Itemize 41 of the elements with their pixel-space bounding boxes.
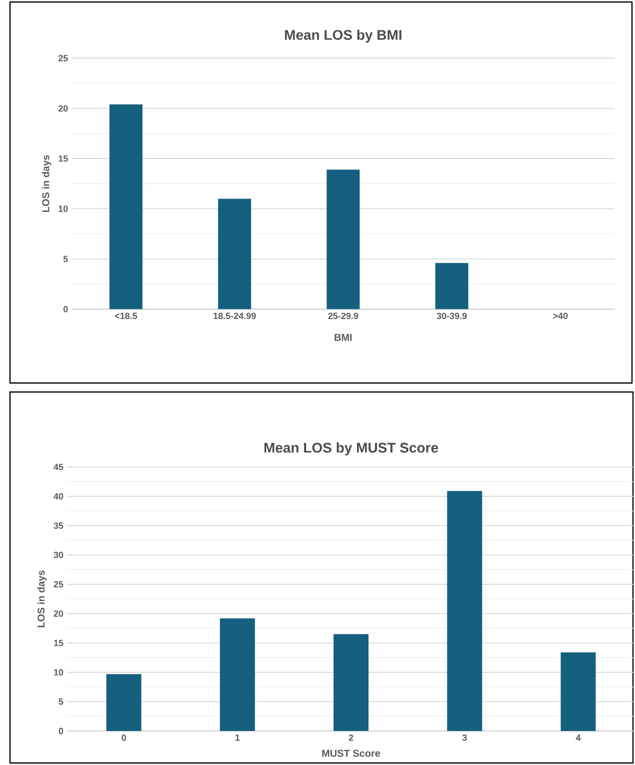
x-tick-label: >40 bbox=[552, 312, 568, 320]
y-tick-label: 15 bbox=[58, 155, 68, 162]
y-tick-label: 20 bbox=[54, 610, 63, 617]
y-tick-label: 15 bbox=[54, 640, 64, 646]
y-axis-title: LOS in days bbox=[37, 570, 46, 628]
y-tick-label: 20 bbox=[58, 105, 68, 112]
y-axis-title: LOS in days bbox=[42, 155, 52, 212]
bar bbox=[326, 170, 360, 310]
x-axis-title: MUST Score bbox=[322, 750, 380, 757]
x-axis-title: BMI bbox=[334, 334, 352, 341]
bar bbox=[435, 262, 468, 310]
x-tick-label: 0 bbox=[121, 734, 126, 741]
x-tick-label: 3 bbox=[462, 734, 467, 741]
y-tick-label: 45 bbox=[53, 464, 64, 470]
bar bbox=[220, 618, 255, 731]
x-tick-label: 4 bbox=[576, 734, 580, 741]
x-tick-label: 30-39.9 bbox=[436, 312, 466, 320]
y-tick-label: 25 bbox=[58, 54, 68, 62]
bar bbox=[106, 674, 142, 731]
x-tick-label: 18.5-24.99 bbox=[213, 312, 256, 320]
y-tick-label: 30 bbox=[53, 552, 63, 558]
y-tick-label: 40 bbox=[53, 493, 63, 500]
bar bbox=[560, 652, 596, 731]
x-tick-label: 2 bbox=[348, 734, 353, 741]
x-tick-label: 25-29.9 bbox=[328, 312, 358, 320]
y-tick-label: 5 bbox=[63, 256, 68, 262]
chart-title: Mean LOS by BMI bbox=[284, 30, 402, 43]
y-tick-label: 0 bbox=[58, 728, 63, 734]
x-tick-label: <18.5 bbox=[114, 312, 137, 320]
bar bbox=[218, 198, 251, 310]
y-tick-label: 10 bbox=[54, 669, 63, 676]
y-tick-label: 25 bbox=[54, 581, 64, 588]
y-tick-label: 5 bbox=[58, 698, 64, 705]
bar bbox=[333, 634, 368, 731]
bar bbox=[446, 491, 482, 731]
bar bbox=[109, 104, 142, 310]
y-tick-label: 10 bbox=[58, 206, 68, 212]
y-tick-label: 35 bbox=[53, 522, 64, 529]
chart-title: Mean LOS by MUST Score bbox=[264, 442, 438, 456]
y-tick-label: 0 bbox=[63, 306, 68, 312]
x-tick-label: 1 bbox=[235, 734, 240, 741]
